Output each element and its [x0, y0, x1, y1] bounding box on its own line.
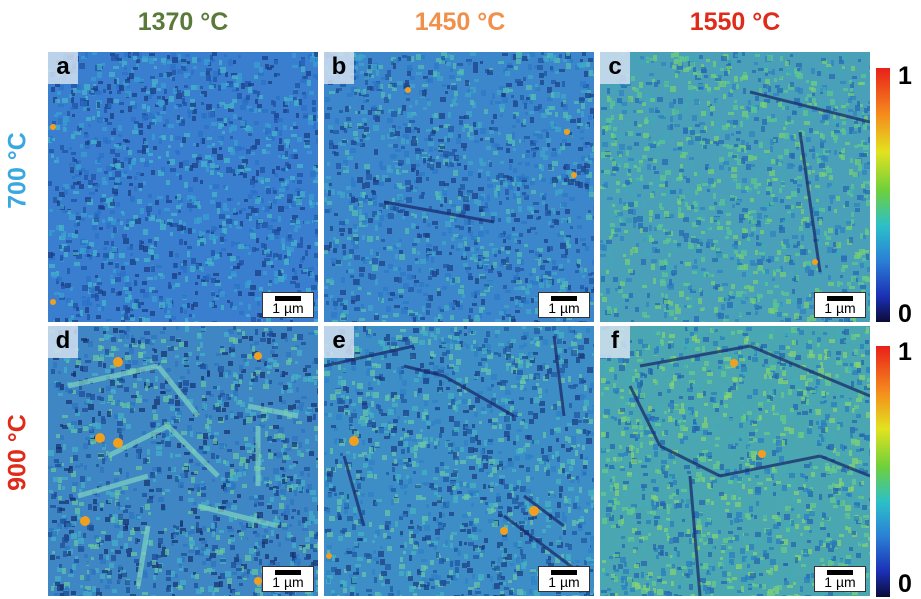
colorbar-top — [876, 68, 890, 322]
panel-f-texture — [600, 326, 870, 596]
scale-bar-b-text: 1 µm — [548, 300, 580, 316]
scale-bar-f-text: 1 µm — [824, 574, 856, 590]
panel-f: f 1 µm — [600, 326, 870, 596]
column-header-1450: 1450 °C — [414, 8, 506, 36]
scale-bar-f: 1 µm — [814, 566, 866, 592]
panel-d-label: d — [48, 326, 78, 358]
colorbar-bottom-max: 1 — [898, 338, 912, 366]
panel-d-texture — [48, 326, 318, 596]
scale-bar-e: 1 µm — [538, 566, 590, 592]
panel-e: e 1 µm — [324, 326, 594, 596]
scale-bar-a: 1 µm — [262, 292, 314, 318]
panel-a: a 1 µm — [48, 52, 318, 322]
colorbar-bottom-min: 0 — [898, 570, 912, 598]
column-header-1550: 1550 °C — [689, 8, 781, 36]
panel-d: d 1 µm — [48, 326, 318, 596]
scale-bar-a-text: 1 µm — [272, 300, 304, 316]
panel-c-label: c — [600, 52, 630, 84]
scale-bar-e-text: 1 µm — [548, 574, 580, 590]
scale-bar-c: 1 µm — [814, 292, 866, 318]
panel-c-texture — [600, 52, 870, 322]
scale-bar-d-text: 1 µm — [272, 574, 304, 590]
scale-bar-b: 1 µm — [538, 292, 590, 318]
panel-c: c 1 µm — [600, 52, 870, 322]
panel-f-label: f — [600, 326, 630, 358]
scale-bar-d: 1 µm — [262, 566, 314, 592]
scale-bar-c-text: 1 µm — [824, 300, 856, 316]
row-header-900: 900 °C — [3, 414, 32, 491]
panel-a-label: a — [48, 52, 78, 84]
colorbar-top-min: 0 — [898, 300, 912, 328]
panel-e-texture — [324, 326, 594, 596]
panel-b: b 1 µm — [324, 52, 594, 322]
colorbar-bottom — [876, 346, 890, 597]
column-header-1370: 1370 °C — [137, 8, 229, 36]
panel-e-label: e — [324, 326, 354, 358]
panel-b-label: b — [324, 52, 354, 84]
colorbar-top-max: 1 — [898, 62, 912, 90]
panel-b-texture — [324, 52, 594, 322]
panel-a-texture — [48, 52, 318, 322]
row-header-700: 700 °C — [3, 132, 32, 209]
